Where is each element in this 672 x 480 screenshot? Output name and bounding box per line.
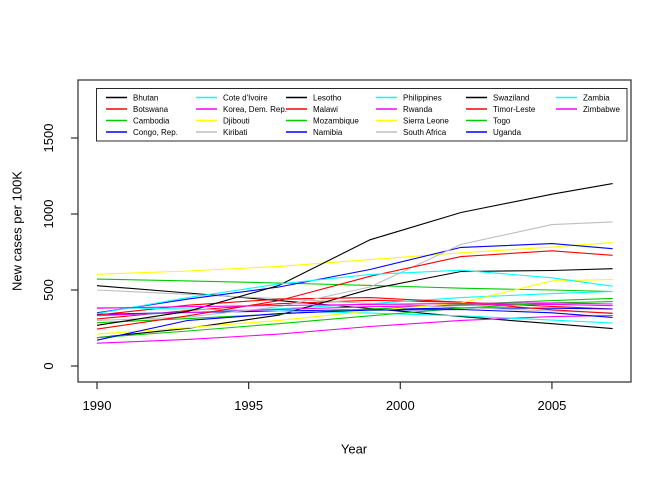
plot-border [77,79,632,383]
legend-label: Bhutan [133,94,158,103]
legend-label: Uganda [493,128,522,137]
legend-label: Botswana [133,105,169,114]
y-tick-label: 1500 [41,124,56,153]
y-tick-label: 0 [41,362,56,369]
x-axis-title: Year [340,441,368,457]
series-line-namibia [96,243,613,314]
series-line-sierra-leone [96,278,613,335]
series-line-cambodia [96,278,613,293]
legend-label: Timor-Leste [493,105,536,114]
legend-label: Mozambique [313,117,359,126]
series-line-mozambique [96,297,613,324]
legend-label: Rwanda [403,105,433,114]
legend-label: Malawi [313,105,338,114]
x-tick-label: 1995 [234,398,263,413]
series-line-south-africa [96,221,613,321]
legend-label: Zambia [583,94,610,103]
series-line-rwanda [96,303,613,317]
series-line-timor-leste [96,250,613,330]
y-tick-label: 1000 [41,200,56,229]
legend-label: Kiribati [223,128,248,137]
legend-label: Namibia [313,128,343,137]
legend-label: Swaziland [493,94,529,103]
legend-label: Korea, Dem. Rep. [223,105,287,114]
x-tick-label: 2000 [386,398,415,413]
legend-label: Djibouti [223,117,250,126]
legend-label: Togo [493,117,511,126]
x-tick-label: 2005 [537,398,566,413]
x-tick-label: 1990 [83,398,112,413]
legend-box [96,88,628,142]
y-tick-label: 500 [41,279,56,301]
series-line-swaziland [96,183,613,326]
series-line-malawi [96,297,613,316]
legend-label: Philippines [403,94,442,103]
series-line-philippines [96,306,613,324]
series-line-lesotho [96,268,613,339]
y-axis-title: New cases per 100K [9,171,25,291]
series-line-djibouti [96,242,613,275]
series-line-uganda [96,308,613,341]
series-line-korea-dem-rep [96,314,613,344]
legend-label: Congo, Rep. [133,128,178,137]
legend-label: Lesotho [313,94,342,103]
series-line-zambia [96,269,613,315]
series-line-kiribati [96,289,613,314]
legend-label: Zimbabwe [583,105,620,114]
legend-label: Cote d'Ivoire [223,94,268,103]
legend-label: South Africa [403,128,447,137]
legend-label: Cambodia [133,117,170,126]
series-line-zimbabwe [96,302,613,309]
legend-label: Sierra Leone [403,117,449,126]
series-line-botswana [96,299,613,320]
